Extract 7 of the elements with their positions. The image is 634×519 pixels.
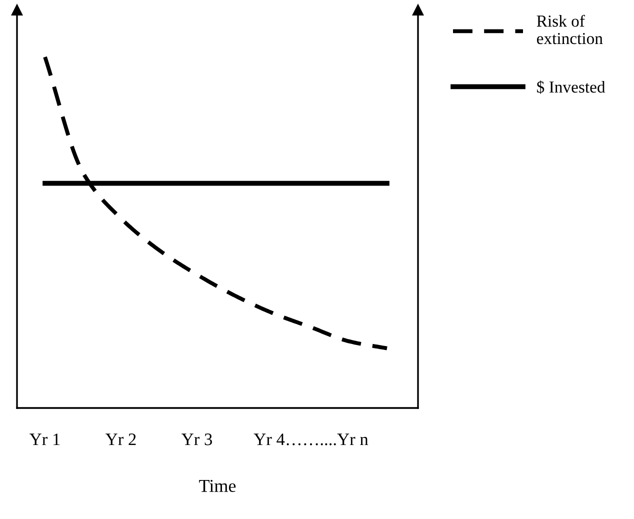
x-tick-label: Yr 1 <box>30 434 60 446</box>
x-tick-label: Yr 3 <box>182 434 212 446</box>
x-axis-title: Time <box>199 480 236 492</box>
legend-label: Risk of extinction <box>536 14 603 44</box>
x-tick-label: Yr 4……....Yr n <box>254 434 368 446</box>
legend-label: $ Invested <box>537 80 606 94</box>
x-tick-label: Yr 2 <box>106 434 136 446</box>
